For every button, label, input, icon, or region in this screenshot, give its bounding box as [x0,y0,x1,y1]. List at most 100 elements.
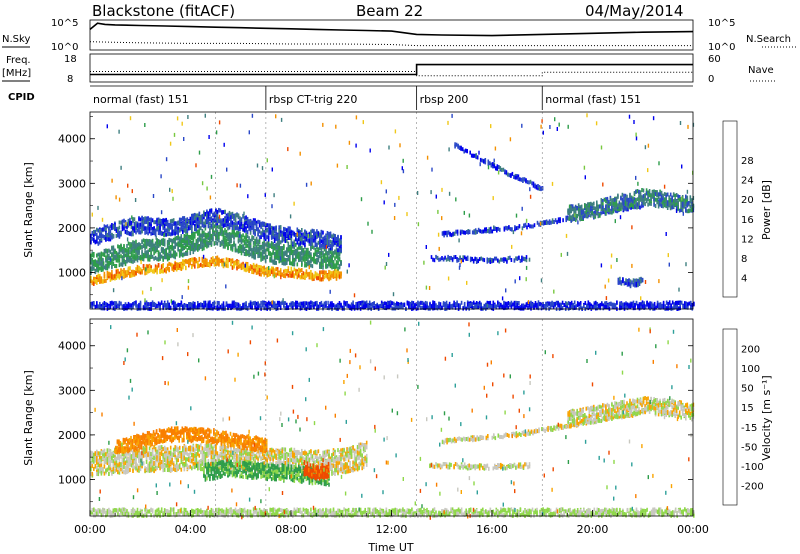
data-cell [133,249,136,254]
data-cell [237,230,240,235]
data-cell [329,254,332,259]
data-cell [412,303,415,308]
data-cell [689,204,692,209]
data-cell [145,270,148,275]
data-cell [489,300,492,305]
data-cell [185,234,187,239]
data-cell [307,255,309,260]
data-cell [619,276,621,281]
data-cell [304,259,306,264]
data-cell [192,214,195,219]
data-cell [663,192,666,197]
data-cell [222,233,225,238]
data-cell [680,201,682,206]
data-cell [635,283,638,288]
data-cell [298,234,300,239]
data-cell [130,230,133,235]
data-cell [243,222,246,227]
data-cell [138,256,140,260]
data-cell [272,260,274,265]
data-cell [221,222,223,227]
data-cell [432,300,434,305]
data-cell [212,302,214,307]
data-cell [474,304,476,309]
data-cell [204,219,207,224]
data-cell [246,230,249,235]
data-cell [490,229,492,234]
data-cell [326,306,329,310]
data-cell [109,277,112,282]
data-cell [157,250,160,255]
data-cell [172,267,175,272]
data-cell [505,225,507,230]
data-cell [632,282,635,287]
data-cell [295,269,297,274]
data-cell [90,240,92,245]
data-cell [320,265,323,269]
data-cell [117,244,119,249]
data-cell [328,304,330,309]
data-cell [153,256,155,261]
data-cell [236,266,238,271]
sky-series-line [89,22,694,37]
data-cell [201,231,204,236]
data-cell [120,247,122,252]
data-cell [93,233,95,238]
data-cell [132,244,134,249]
data-cell [365,303,368,308]
data-cell [255,270,258,275]
data-cell [100,279,103,284]
data-cell [273,246,276,251]
data-cell [154,247,157,252]
data-cell [299,302,302,306]
data-cell [118,230,121,235]
data-cell [188,245,190,250]
data-cell [258,220,261,225]
data-cell [619,280,621,284]
data-cell [126,259,128,264]
data-cell [142,254,145,259]
data-cell [653,197,655,202]
data-cell [331,262,333,267]
data-cell [314,247,317,252]
data-cell [320,303,323,307]
data-cell [198,263,201,268]
data-cell [523,223,525,228]
data-cell [197,241,199,246]
data-cell [108,226,110,231]
data-cell [218,219,220,224]
data-cell [186,217,189,222]
data-cell [651,190,654,195]
data-cell [353,304,356,309]
data-cell [620,207,622,212]
data-cell [233,240,235,245]
data-cell [227,303,229,308]
data-cell [313,252,315,257]
data-cell [252,230,255,235]
data-cell [106,224,109,229]
data-cell [192,301,195,306]
data-cell [252,220,255,225]
data-cell [124,259,127,264]
data-cell [666,206,669,210]
data-cell [266,228,268,232]
data-cell [448,256,451,260]
data-cell [471,230,474,235]
data-cell [278,255,280,260]
data-cell [201,234,204,239]
data-cell [685,194,687,199]
data-cell [515,300,517,305]
data-cell [504,169,506,174]
data-cell [148,254,151,259]
data-cell [91,301,94,306]
data-cell [206,235,208,240]
data-cell [147,256,149,260]
data-cell [257,242,259,247]
data-cell [133,272,136,277]
data-cell [240,266,243,270]
data-cell [172,221,175,226]
data-cell [260,257,262,262]
data-cell [337,248,339,253]
data-cell [186,223,189,228]
data-cell [227,232,229,237]
